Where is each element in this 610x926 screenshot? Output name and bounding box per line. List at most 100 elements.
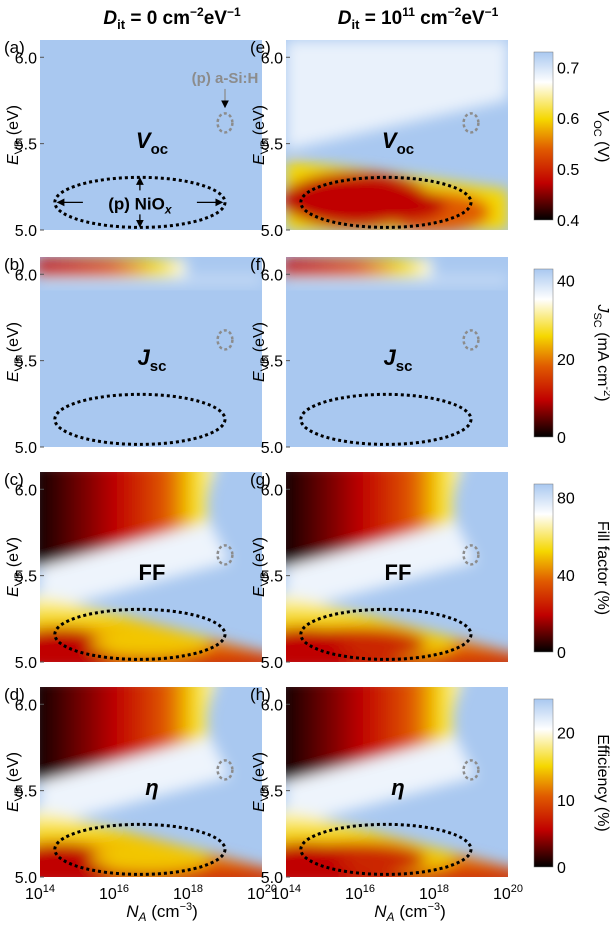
y-axis-label: EVB (eV): [251, 105, 271, 165]
y-tick-label: 5.0: [261, 655, 283, 672]
asi-region-outline: [216, 112, 234, 134]
x-tick-label: 1016: [99, 883, 129, 903]
colorbar-tick-label: 10: [557, 793, 575, 810]
y-axis-label: EVB (eV): [5, 537, 25, 597]
colorbar-tick-label: 0.6: [557, 111, 579, 128]
heatmap-region-white-band: [286, 522, 476, 612]
heatmap-region-top-wedge: [286, 687, 462, 782]
heatmap-background: [40, 257, 262, 447]
y-tick-label: 6.0: [15, 267, 37, 284]
y-axis-label: EVB (eV): [5, 105, 25, 165]
y-axis-label: EVB (eV): [251, 752, 271, 812]
nio-region-outline: [299, 392, 473, 446]
y-tick-label: 5.5: [261, 569, 283, 586]
nio-region-outline: [53, 607, 227, 661]
nio-region-outline: [299, 607, 473, 661]
heatmap-region-white-band: [286, 275, 508, 285]
x-tick-label: 1020: [493, 883, 523, 903]
y-tick-label: 5.0: [15, 655, 37, 672]
y-tick-label: 6.0: [15, 697, 37, 714]
heatmap-region-strip: [40, 259, 186, 277]
colorbar-title-eta: Efficiency (%): [594, 734, 610, 832]
panel-label: (a): [4, 38, 25, 57]
metric-label-ff: FF: [385, 560, 412, 585]
heatmap-region-top-wedge: [40, 687, 216, 782]
column-title-right: Dit = 1011 cm−2eV−1: [338, 5, 499, 32]
colorbar-tick-label: 0.4: [557, 213, 579, 230]
colorbar-ff: [533, 483, 554, 653]
y-tick-label: 5.0: [261, 223, 283, 240]
heatmap-region-white-band: [40, 275, 262, 285]
y-tick-label: 6.0: [261, 482, 283, 499]
y-tick-label: 6.0: [15, 50, 37, 67]
metric-label-voc: Voc: [136, 128, 168, 158]
heatmap-region-bottom-red: [40, 843, 110, 877]
nio-region-outline: [53, 392, 227, 446]
asi-region-outline: [462, 329, 480, 351]
heatmap-region-white-band: [40, 737, 230, 827]
x-axis-label-left: NA (cm−3): [126, 901, 198, 924]
y-tick-label: 5.5: [15, 784, 37, 801]
heatmap-region-strip: [286, 259, 432, 277]
colorbar-tick-label: 0.7: [557, 60, 579, 77]
colorbar-tick-label: 0: [557, 430, 566, 447]
panels-group: Voc (a) 5.0 5.5 6.0 EVB (eV) Voc (e) 5.0 5.5 6.0 EV…: [4, 38, 523, 903]
panel-label: (b): [4, 255, 25, 274]
colorbar-tick-label: 20: [557, 726, 575, 743]
heatmap-region-bottom-yellow: [90, 630, 210, 658]
heatmap-region-white-band: [286, 737, 476, 827]
nio-label: (p) NiOx: [108, 194, 173, 216]
panel-label: (e): [250, 38, 271, 57]
heatmap-region-bottom-red: [40, 628, 110, 662]
y-tick-label: 5.0: [261, 870, 283, 887]
y-tick-label: 5.0: [15, 870, 37, 887]
panel-label: (f): [250, 255, 266, 274]
y-tick-label: 6.0: [261, 267, 283, 284]
heatmap-region-white-band: [40, 522, 230, 612]
colorbar-eta: [533, 698, 554, 868]
colorbar-tick-label: 0: [557, 860, 566, 877]
panel-label: (g): [250, 470, 271, 489]
heatmap-region-red-core: [346, 187, 446, 223]
metric-label-jsc: Jsc: [384, 345, 413, 375]
colorbar-tick-label: 80: [557, 491, 575, 508]
heatmap-panel-eta-right: [286, 687, 508, 877]
x-tick-label: 1020: [247, 883, 277, 903]
column-title-left: Dit = 0 cm−2eV−1: [103, 5, 241, 32]
y-tick-label: 6.0: [261, 50, 283, 67]
y-axis-label: EVB (eV): [5, 322, 25, 382]
y-tick-label: 5.5: [261, 137, 283, 154]
metric-label-eta: η: [391, 775, 404, 800]
metric-label-jsc: Jsc: [138, 345, 167, 375]
colorbar-title-jsc: JSC (mA cm-2): [591, 303, 610, 401]
y-tick-label: 5.5: [261, 784, 283, 801]
heatmap-region-top-wedge: [40, 472, 216, 567]
nio-region-outline: [299, 175, 473, 229]
panel-label: (c): [4, 470, 24, 489]
colorbar-tick-label: 0.5: [557, 162, 579, 179]
asi-region-outline: [216, 759, 234, 781]
y-tick-label: 5.0: [15, 223, 37, 240]
nio-region-outline: [299, 822, 473, 876]
y-tick-label: 5.5: [15, 354, 37, 371]
x-axis-label-right: NA (cm−3): [374, 901, 446, 924]
y-tick-label: 5.5: [15, 137, 37, 154]
panel-label: (h): [250, 685, 271, 704]
asi-region-outline: [216, 329, 234, 351]
y-tick-label: 5.0: [15, 440, 37, 457]
heatmap-panel-ff-right: [286, 472, 508, 662]
heatmap-region-top-wedge: [286, 472, 462, 567]
colorbar-voc: [533, 51, 554, 221]
asi-label: (p) a-Si:H: [192, 70, 259, 87]
colorbar-tick-label: 40: [557, 568, 575, 585]
y-axis-label: EVB (eV): [5, 752, 25, 812]
asi-region-outline: [462, 112, 480, 134]
y-tick-label: 6.0: [15, 482, 37, 499]
x-tick-label: 1016: [345, 883, 375, 903]
metric-label-ff: FF: [139, 560, 166, 585]
y-axis-label: EVB (eV): [251, 537, 271, 597]
x-tick-label: 1014: [25, 883, 55, 903]
colorbar-title-ff: Fill factor (%): [594, 521, 610, 615]
y-axis-label: EVB (eV): [251, 322, 271, 382]
